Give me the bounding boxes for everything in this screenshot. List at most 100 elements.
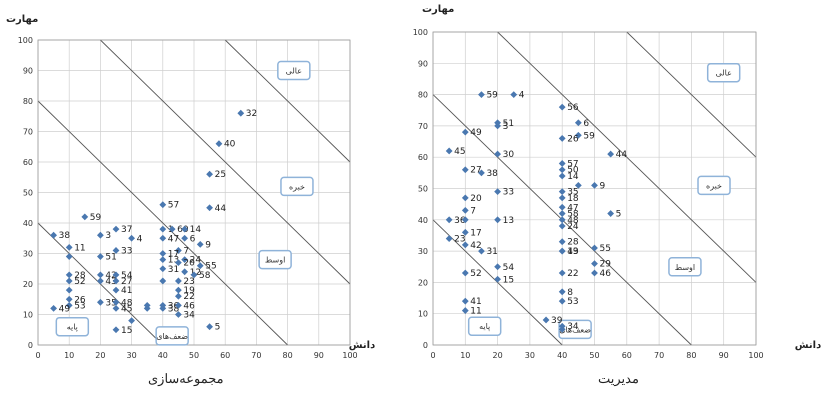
data-point xyxy=(112,271,120,279)
zone-label: پایه xyxy=(479,322,490,331)
data-point xyxy=(558,194,566,202)
data-point xyxy=(558,103,566,111)
data-point xyxy=(50,231,57,239)
data-point xyxy=(558,203,566,211)
data-point-label: 9 xyxy=(205,240,211,250)
data-point xyxy=(175,286,182,294)
data-point xyxy=(461,241,469,249)
data-point-label: 33 xyxy=(121,246,132,256)
x-tick-label: 100 xyxy=(748,351,763,360)
data-point xyxy=(461,194,469,202)
data-point-label: 53 xyxy=(567,297,578,307)
data-point xyxy=(461,207,469,214)
data-point-label: 15 xyxy=(121,326,132,336)
y-tick-label: 90 xyxy=(418,59,428,68)
data-point xyxy=(461,269,469,277)
data-point xyxy=(181,234,189,242)
data-point-label: 59 xyxy=(583,131,595,141)
data-point xyxy=(591,269,598,277)
x-tick-label: 60 xyxy=(622,351,632,360)
data-point-label: 9 xyxy=(600,181,606,191)
data-point xyxy=(97,277,104,285)
data-point-label: 46 xyxy=(183,301,195,311)
data-point-label: 57 xyxy=(567,159,578,169)
zone-label-box xyxy=(258,249,292,270)
data-point-label: 38 xyxy=(486,169,498,179)
data-point-label: 23 xyxy=(183,277,194,287)
data-point xyxy=(206,170,213,178)
data-point-label: 7 xyxy=(183,246,189,256)
data-point xyxy=(461,166,469,174)
y-axis-title: مهارت xyxy=(422,4,454,15)
data-point-label: 46 xyxy=(600,269,612,279)
data-point xyxy=(558,247,566,255)
data-point-label: 25 xyxy=(215,170,226,180)
y-tick-label: 50 xyxy=(23,189,33,198)
data-point xyxy=(50,305,57,312)
data-point-label: 58 xyxy=(567,210,579,220)
x-axis-title: دانش xyxy=(349,340,375,351)
data-point xyxy=(175,301,182,309)
data-point-label: 48 xyxy=(567,216,579,226)
data-point-label: 17 xyxy=(470,228,481,238)
x-tick-label: 80 xyxy=(686,351,696,360)
data-point xyxy=(181,225,189,233)
x-tick-label: 70 xyxy=(251,351,261,360)
data-point xyxy=(65,277,73,285)
data-point xyxy=(591,260,598,268)
zone-label-box xyxy=(668,257,702,277)
data-point-label: 3 xyxy=(503,122,509,132)
data-point-label: 19 xyxy=(567,247,579,257)
data-point xyxy=(558,325,566,333)
zone-label: اوسط xyxy=(675,263,695,272)
data-point xyxy=(112,247,120,254)
data-point-label: 13 xyxy=(503,216,514,226)
data-point xyxy=(159,225,167,233)
data-point xyxy=(181,268,189,276)
data-point xyxy=(558,172,566,180)
data-point-label: 48 xyxy=(121,298,133,308)
data-point xyxy=(558,288,566,296)
zone-label: پایه xyxy=(67,323,78,332)
data-point xyxy=(112,298,120,306)
data-point xyxy=(558,269,566,277)
data-point-label: 34 xyxy=(183,311,195,321)
zone-boundary-line xyxy=(626,31,757,158)
data-point xyxy=(478,247,485,255)
data-point xyxy=(65,253,73,260)
y-tick-label: 60 xyxy=(418,153,428,162)
data-point xyxy=(494,122,501,130)
x-axis-title: دانش xyxy=(795,340,821,351)
x-tick-label: 20 xyxy=(493,351,503,360)
data-point xyxy=(128,317,135,324)
data-point xyxy=(97,231,104,239)
data-point xyxy=(128,234,135,242)
data-point-label: 41 xyxy=(121,286,132,296)
data-point-label: 22 xyxy=(183,292,194,302)
data-point-label: 43 xyxy=(105,277,116,287)
data-point-label: 53 xyxy=(74,301,85,311)
x-tick-label: 50 xyxy=(589,351,599,360)
x-tick-label: 90 xyxy=(314,351,324,360)
data-point-label: 42 xyxy=(470,241,481,251)
data-point-label: 42 xyxy=(105,271,116,281)
data-point xyxy=(494,275,501,283)
data-point xyxy=(159,305,167,312)
data-point xyxy=(159,265,167,273)
data-point-label: 24 xyxy=(190,256,202,266)
data-point xyxy=(65,301,73,309)
data-point-label: 28 xyxy=(567,238,579,248)
x-tick-label: 40 xyxy=(557,351,567,360)
data-point-label: 37 xyxy=(121,225,132,235)
data-point-label: 6 xyxy=(190,234,196,244)
x-tick-label: 30 xyxy=(525,351,535,360)
data-point xyxy=(574,119,582,127)
data-point-label: 15 xyxy=(503,275,514,285)
data-point-label: 11 xyxy=(470,307,481,317)
data-point-label: 5 xyxy=(616,210,622,220)
x-tick-label: 50 xyxy=(189,351,199,360)
data-point xyxy=(215,140,223,148)
data-point-label: 40 xyxy=(224,140,236,150)
data-point-label: 54 xyxy=(121,271,133,281)
